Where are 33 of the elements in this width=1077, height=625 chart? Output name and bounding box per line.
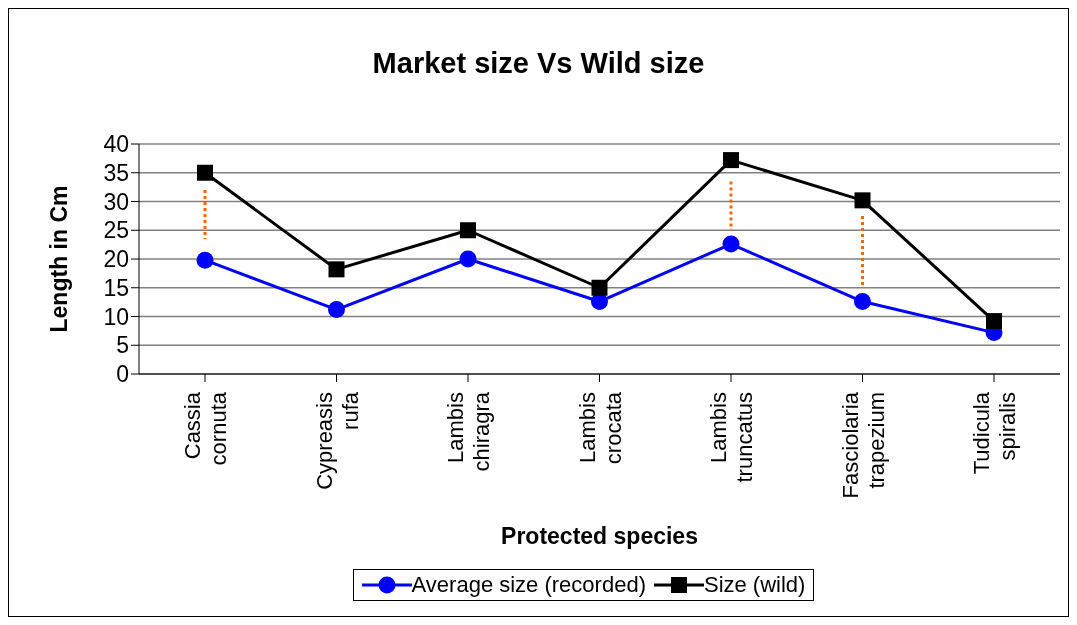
point: [722, 235, 740, 253]
point: [197, 164, 213, 181]
y-tick-label: 15: [103, 274, 129, 301]
point: [854, 192, 871, 209]
x-tick-label: Tudicula spiralis: [969, 391, 1020, 475]
chart-title: Market size Vs Wild size: [371, 47, 706, 80]
x-tick-label: Cassia cornuta: [180, 391, 231, 466]
y-tick-label: 0: [116, 361, 129, 388]
point: [460, 222, 476, 239]
y-tick-label: 20: [103, 246, 129, 273]
point: [328, 261, 345, 278]
x-tick-label: Cypreasis rufa: [311, 391, 363, 490]
point: [591, 279, 608, 296]
legend-label: Size (wild): [703, 572, 806, 598]
point: [459, 250, 477, 268]
legend-label: Average size (recorded): [411, 572, 646, 598]
y-tick-label: 25: [103, 217, 129, 244]
y-tick-label: 30: [103, 188, 129, 215]
y-axis-title: Length in Cm: [46, 185, 73, 333]
point: [854, 293, 871, 311]
x-tick-label: Lambis truncatus: [706, 392, 757, 483]
point: [196, 251, 214, 269]
y-tick-label: 35: [103, 159, 129, 186]
y-tick-label: 5: [116, 332, 129, 359]
x-tick-label: Lambis crocata: [574, 391, 626, 465]
point: [986, 313, 1002, 330]
point: [723, 152, 739, 169]
y-tick-label: 10: [103, 303, 129, 330]
x-axis-title: Protected species: [501, 523, 698, 549]
x-tick-label: Lambis chiragra: [443, 391, 494, 472]
y-tick-label: 40: [103, 131, 129, 158]
point: [328, 301, 345, 319]
x-tick-label: Fasciolaria trapezium: [837, 391, 889, 499]
